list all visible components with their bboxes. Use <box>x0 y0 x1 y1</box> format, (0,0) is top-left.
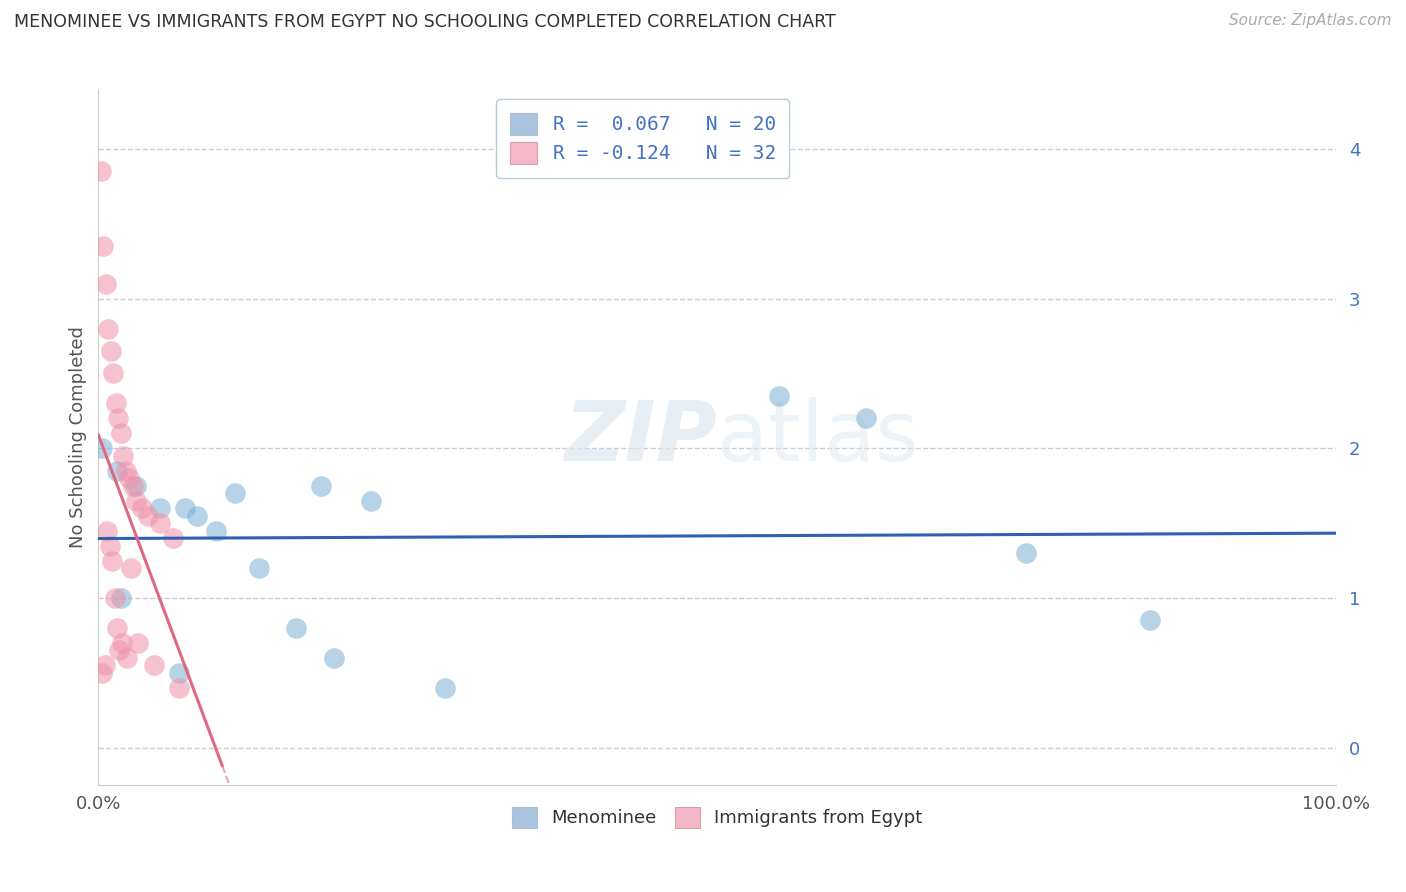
Point <box>120 561 142 575</box>
Point <box>186 508 208 523</box>
Point <box>111 636 134 650</box>
Point <box>124 479 146 493</box>
Point <box>115 650 138 665</box>
Point <box>1015 546 1038 560</box>
Point <box>174 501 197 516</box>
Text: MENOMINEE VS IMMIGRANTS FROM EGYPT NO SCHOOLING COMPLETED CORRELATION CHART: MENOMINEE VS IMMIGRANTS FROM EGYPT NO SC… <box>14 13 835 31</box>
Point <box>101 553 124 567</box>
Point <box>143 658 166 673</box>
Point <box>285 621 308 635</box>
Point <box>247 561 270 575</box>
Point <box>360 493 382 508</box>
Point <box>103 367 125 381</box>
Point <box>97 321 120 335</box>
Y-axis label: No Schooling Completed: No Schooling Completed <box>69 326 87 548</box>
Point <box>105 621 128 635</box>
Text: atlas: atlas <box>717 397 918 477</box>
Point <box>149 501 172 516</box>
Point <box>93 658 115 673</box>
Point <box>136 508 159 523</box>
Point <box>768 389 790 403</box>
Point <box>93 239 115 253</box>
Point <box>112 449 135 463</box>
Point <box>309 479 332 493</box>
Point <box>110 426 132 441</box>
Point <box>118 471 141 485</box>
Point <box>90 164 112 178</box>
Text: ZIP: ZIP <box>564 397 717 477</box>
Point <box>114 464 136 478</box>
Point <box>105 464 128 478</box>
Point <box>1139 613 1161 627</box>
Point <box>131 501 153 516</box>
Point <box>107 411 129 425</box>
Point <box>94 277 117 291</box>
Point <box>122 479 145 493</box>
Point <box>322 650 344 665</box>
Point <box>124 493 146 508</box>
Point <box>127 636 149 650</box>
Legend: Menominee, Immigrants from Egypt: Menominee, Immigrants from Egypt <box>501 796 934 838</box>
Point <box>205 524 228 538</box>
Point <box>91 442 114 456</box>
Point <box>110 591 132 605</box>
Point <box>167 665 190 680</box>
Point <box>433 681 456 695</box>
Point <box>855 411 877 425</box>
Point <box>162 531 184 545</box>
Point <box>103 591 125 605</box>
Point <box>91 665 114 680</box>
Point <box>104 396 127 410</box>
Point <box>224 486 246 500</box>
Point <box>167 681 190 695</box>
Point <box>98 539 121 553</box>
Text: Source: ZipAtlas.com: Source: ZipAtlas.com <box>1229 13 1392 29</box>
Point <box>96 524 118 538</box>
Point <box>149 516 172 530</box>
Point <box>108 643 131 657</box>
Point <box>100 344 122 359</box>
